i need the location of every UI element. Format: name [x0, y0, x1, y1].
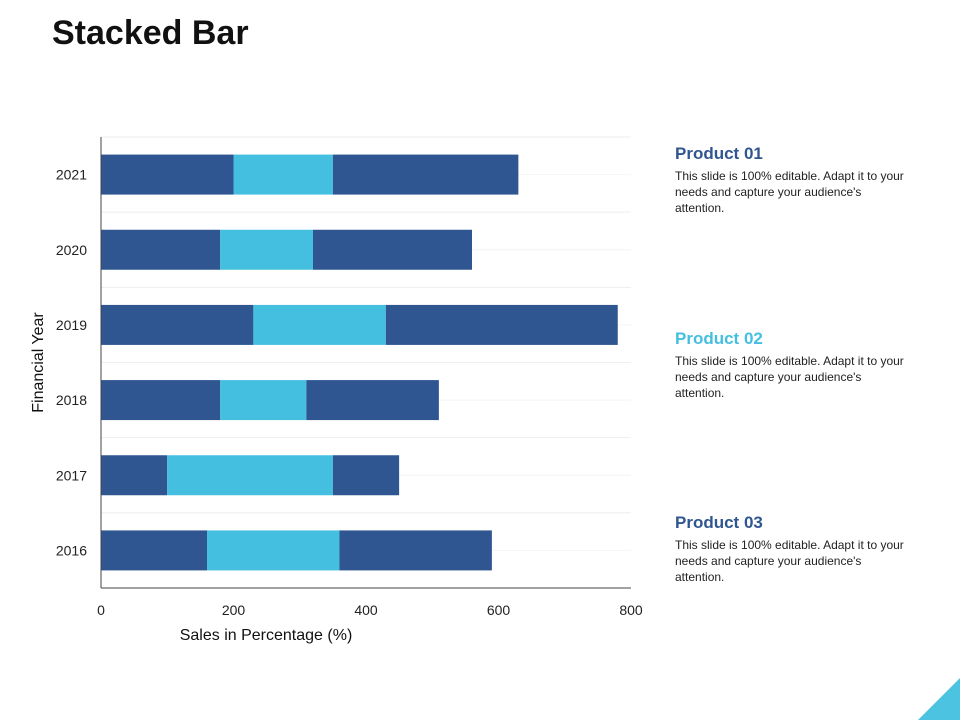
- y-tick-label-2017: 2017: [56, 467, 87, 483]
- y-tick-label-2019: 2019: [56, 317, 87, 333]
- x-tick-label-0: 0: [97, 602, 105, 618]
- bar-2018-series-2: [220, 380, 307, 421]
- corner-accent-triangle: [918, 678, 960, 720]
- bar-2020-series-3: [313, 229, 472, 270]
- legend-product-02-desc: This slide is 100% editable. Adapt it to…: [675, 354, 904, 400]
- bar-2017-series-3: [332, 455, 400, 496]
- y-tick-label-2021: 2021: [56, 167, 87, 183]
- bar-2016-series-1: [101, 530, 207, 571]
- bar-2019-series-3: [385, 304, 618, 345]
- x-tick-label-600: 600: [487, 602, 511, 618]
- legend-product-01-name: Product 01: [675, 144, 763, 163]
- bar-2021-series-2: [233, 154, 333, 195]
- legend-product-01-desc: This slide is 100% editable. Adapt it to…: [675, 169, 904, 215]
- legend-product-03: Product 03 This slide is 100% editable. …: [675, 513, 925, 585]
- bar-2020-series-2: [220, 229, 313, 270]
- y-tick-label-2018: 2018: [56, 392, 87, 408]
- bar-2016-series-2: [207, 530, 340, 571]
- bar-2020-series-1: [101, 229, 221, 270]
- bar-2018-series-3: [306, 380, 439, 421]
- x-tick-label-400: 400: [354, 602, 378, 618]
- legend-product-01: Product 01 This slide is 100% editable. …: [675, 144, 925, 216]
- bar-2016-series-3: [339, 530, 492, 571]
- page-title: Stacked Bar: [52, 14, 249, 52]
- bar-2019-series-1: [101, 304, 254, 345]
- bar-2021-series-1: [101, 154, 234, 195]
- y-tick-label-2020: 2020: [56, 242, 87, 258]
- x-tick-label-800: 800: [619, 602, 643, 618]
- legend-product-03-desc: This slide is 100% editable. Adapt it to…: [675, 538, 904, 584]
- bar-2017-series-1: [101, 455, 168, 496]
- bar-2017-series-2: [167, 455, 333, 496]
- bar-2018-series-1: [101, 380, 221, 421]
- y-axis-title: Financial Year: [30, 312, 47, 413]
- bar-2019-series-2: [253, 304, 386, 345]
- bar-2021-series-3: [332, 154, 519, 195]
- legend-product-03-name: Product 03: [675, 513, 763, 532]
- legend-product-02: Product 02 This slide is 100% editable. …: [675, 329, 925, 401]
- x-tick-label-200: 200: [222, 602, 246, 618]
- x-axis-title: Sales in Percentage (%): [180, 627, 353, 644]
- y-tick-label-2016: 2016: [56, 542, 87, 558]
- legend-product-02-name: Product 02: [675, 329, 763, 348]
